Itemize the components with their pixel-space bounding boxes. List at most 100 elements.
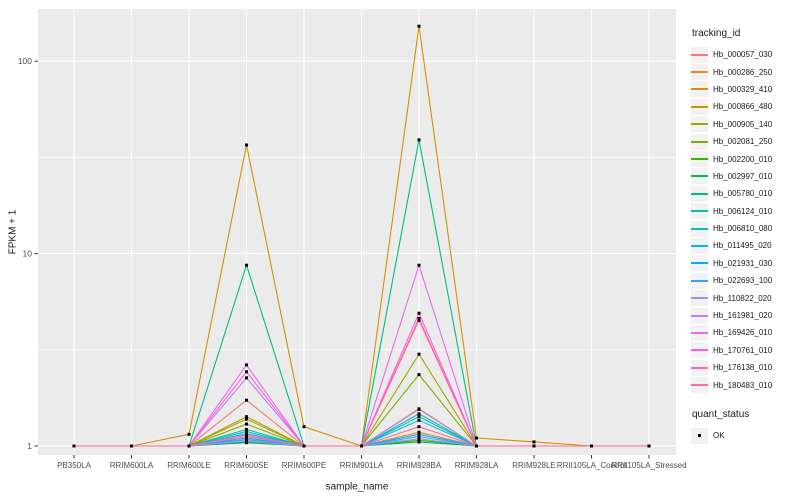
data-point	[417, 432, 421, 436]
data-point	[245, 363, 248, 367]
legend-item-label: Hb_002081_250	[713, 137, 773, 147]
legend-line-icon	[691, 53, 708, 56]
legend-item-Hb_110822_020: Hb_110822_020	[691, 289, 799, 307]
data-point	[417, 415, 421, 419]
data-point	[417, 430, 421, 434]
legend-item-label: Hb_176138_010	[713, 363, 773, 373]
data-point	[245, 263, 248, 267]
legend-item-Hb_022693_100: Hb_022693_100	[691, 272, 799, 289]
legend-item-Hb_000329_410: Hb_000329_410	[691, 81, 799, 98]
legend-key-swatch	[691, 272, 708, 289]
legend-key-swatch	[691, 427, 708, 444]
legend-item-label: Hb_000057_030	[713, 50, 773, 60]
x-tick-label: PB350LA	[57, 461, 91, 470]
data-point	[245, 429, 248, 433]
legend-line-icon	[691, 279, 708, 282]
legend-item-Hb_002200_010: Hb_002200_010	[691, 150, 799, 168]
data-point	[245, 436, 248, 440]
legend-key-swatch	[691, 133, 708, 150]
data-point	[245, 398, 248, 402]
legend-item-Hb_002997_010: Hb_002997_010	[691, 168, 799, 185]
legend-item-label: Hb_161981_020	[713, 311, 773, 321]
data-point	[417, 316, 421, 320]
legend-line-icon	[691, 123, 708, 126]
data-point	[417, 425, 421, 429]
legend-item-label: Hb_006810_080	[713, 224, 773, 234]
legend-item-Hb_000057_030: Hb_000057_030	[691, 46, 799, 63]
legend-item-Hb_011495_020: Hb_011495_020	[691, 237, 799, 254]
legend-item-label: Hb_002997_010	[713, 171, 773, 181]
data-point	[417, 263, 421, 267]
data-point	[475, 444, 478, 448]
legend-item-Hb_161981_020: Hb_161981_020	[691, 307, 799, 324]
legend-panel: tracking_id Hb_000057_030 Hb_000286_250 Hb…	[691, 28, 799, 444]
legend-item-label: Hb_000905_140	[713, 119, 773, 129]
legend-line-icon	[691, 210, 708, 213]
legend-item-label: Hb_011495_020	[713, 241, 772, 251]
data-point	[417, 373, 421, 377]
legend-title-quant-status: quant_status	[692, 408, 750, 420]
legend-item-Hb_000905_140: Hb_000905_140	[691, 116, 799, 133]
legend-item-Hb_021931_030: Hb_021931_030	[691, 255, 799, 272]
legend-item-Hb_002081_250: Hb_002081_250	[691, 133, 799, 150]
data-point	[417, 24, 421, 28]
legend-key-swatch	[691, 98, 708, 115]
legend-item-label: Hb_170761_010	[713, 345, 773, 355]
data-point	[245, 441, 248, 445]
data-point	[245, 376, 248, 380]
data-point	[417, 437, 421, 441]
data-point	[532, 444, 536, 448]
legend-line-icon	[691, 244, 708, 247]
legend-item-quant-OK: OK	[691, 427, 799, 444]
data-point	[245, 435, 248, 439]
legend-line-icon	[691, 175, 708, 178]
legend-item-label: Hb_169426_010	[713, 328, 773, 338]
legend-key-swatch	[691, 168, 708, 185]
legend-key-swatch	[691, 46, 708, 63]
legend-key-swatch	[691, 220, 708, 237]
x-tick-label: RRIM600LE	[167, 461, 211, 470]
legend-item-label: OK	[713, 431, 725, 440]
y-axis-title: FPKM + 1	[7, 209, 19, 255]
x-axis-title: sample_name	[325, 481, 389, 493]
legend-point-icon	[698, 434, 701, 437]
legend-key-swatch	[691, 151, 708, 168]
legend-key-swatch	[691, 203, 708, 220]
data-point	[417, 407, 421, 411]
legend-panel-quant-status: quant_status OK	[691, 409, 799, 444]
legend-key-swatch	[691, 377, 708, 394]
data-point	[417, 440, 421, 444]
legend-item-label: Hb_110822_020	[713, 293, 772, 303]
x-tick-label: RRIM928BA	[397, 461, 442, 470]
legend-line-icon	[691, 158, 708, 161]
legend-item-label: Hb_002200_010	[713, 154, 773, 164]
data-point	[532, 440, 536, 444]
legend-line-icon	[691, 88, 708, 91]
legend-title-tracking-id: tracking_id	[692, 28, 741, 39]
data-point	[647, 444, 651, 448]
legend-item-Hb_005780_010: Hb_005780_010	[691, 185, 799, 202]
legend-key-swatch	[691, 324, 708, 341]
data-point	[245, 439, 248, 443]
legend-line-icon	[691, 331, 708, 334]
legend-line-icon	[691, 366, 708, 369]
data-point	[417, 438, 421, 442]
data-point	[590, 444, 593, 448]
legend-item-label: Hb_000329_410	[713, 84, 773, 94]
data-point	[302, 425, 306, 429]
legend-line-icon	[691, 384, 708, 387]
data-point	[187, 444, 191, 448]
x-tick-label: RRII105LA_Stressed	[611, 461, 686, 470]
data-point	[475, 436, 478, 440]
data-point	[417, 311, 421, 315]
legend-item-Hb_169426_010: Hb_169426_010	[691, 324, 799, 341]
legend-item-label: Hb_021931_030	[713, 258, 773, 268]
x-tick-label: RRIM928LA	[455, 461, 499, 470]
y-tick-label: 100	[18, 56, 32, 66]
legend-line-icon	[691, 192, 708, 195]
data-point	[245, 417, 248, 421]
legend-item-Hb_006124_010: Hb_006124_010	[691, 203, 799, 220]
x-tick-label: RRIM901LA	[340, 461, 384, 470]
data-point	[417, 412, 421, 416]
